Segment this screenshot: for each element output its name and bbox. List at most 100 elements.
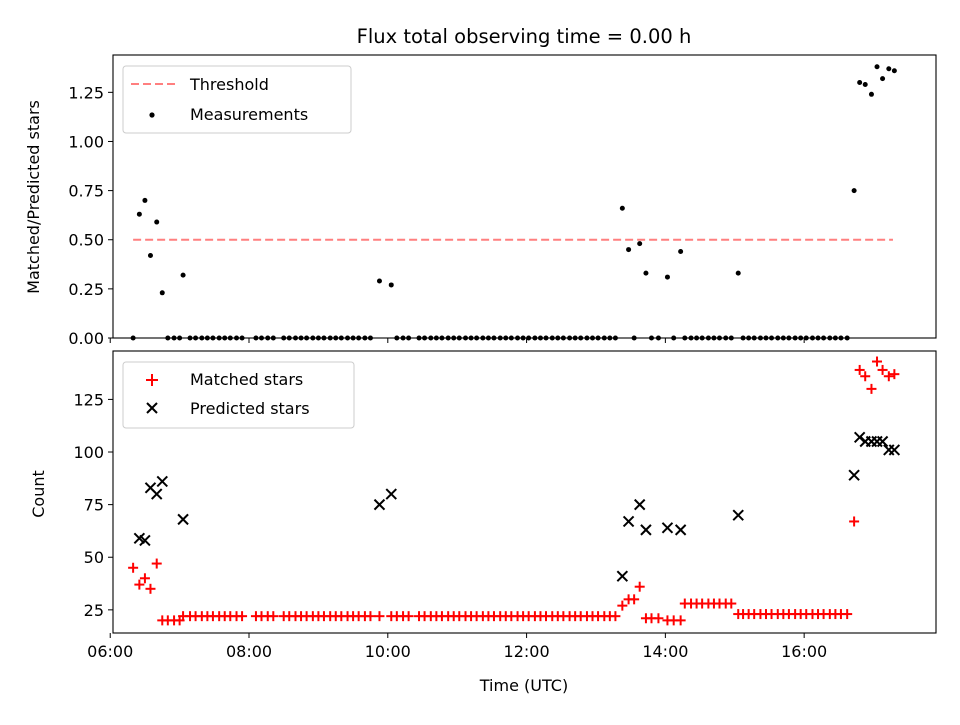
measurement-point — [862, 81, 868, 87]
predicted-stars-point — [633, 498, 646, 511]
matched-stars-point — [617, 600, 628, 611]
measurement-point — [637, 241, 643, 247]
measurement-point — [159, 290, 165, 296]
matched-stars-point — [889, 369, 900, 380]
matched-stars-point — [877, 364, 888, 375]
measurement-point — [643, 270, 649, 276]
measurement-point — [180, 272, 186, 278]
bottom-panel: 25 50 75 100 125 06:00 08:00 10:00 12:00 14:00 16… — [29, 350, 937, 695]
x-tick-label: 12:00 — [504, 642, 550, 661]
top-legend-box — [122, 65, 352, 134]
matched-stars-point — [866, 383, 877, 394]
top-y-axis-label: Matched/Predicted stars — [24, 100, 43, 294]
matched-stars-point — [134, 579, 145, 590]
y-tick-label: 125 — [73, 390, 104, 409]
measurement-point — [678, 249, 684, 255]
legend-matched-label: Matched stars — [190, 370, 303, 389]
legend-threshold-label: Threshold — [189, 75, 269, 94]
bottom-legend-box — [122, 361, 355, 429]
predicted-stars-point — [640, 524, 652, 536]
legend-predicted-swatch — [146, 402, 158, 414]
predicted-stars-point — [151, 488, 163, 500]
matched-stars-point — [268, 611, 279, 622]
matched-stars-point — [151, 558, 162, 569]
predicted-stars-point — [732, 509, 744, 521]
y-tick-label: 100 — [73, 443, 104, 462]
measurement-point — [136, 211, 142, 217]
x-tick-label: 14:00 — [642, 642, 688, 661]
bottom-legend: Matched stars Predicted stars — [122, 361, 355, 429]
top-legend: Threshold Measurements — [122, 65, 352, 134]
measurement-point — [851, 188, 857, 194]
legend-measurements-swatch — [149, 112, 155, 118]
y-tick-label: 0.25 — [68, 280, 104, 299]
bottom-y-axis: 25 50 75 100 125 — [73, 390, 113, 620]
y-tick-label: 50 — [84, 548, 104, 567]
matched-stars-point — [128, 562, 139, 573]
x-tick-label: 08:00 — [226, 642, 272, 661]
matched-stars-point — [653, 613, 664, 624]
matched-stars-point — [849, 516, 860, 527]
predicted-stars-point — [661, 522, 674, 534]
matched-stars-point — [374, 611, 385, 622]
predicted-stars-point — [876, 435, 889, 448]
predicted-stars-point — [177, 513, 189, 526]
predicted-stars-point — [156, 475, 168, 488]
bottom-x-axis: 06:00 08:00 10:00 12:00 14:00 16:00 — [87, 633, 827, 661]
y-tick-label: 25 — [84, 601, 104, 620]
matched-stars-point — [145, 583, 156, 594]
predicted-stars-point — [373, 498, 386, 511]
measurement-point — [891, 68, 897, 74]
bottom-plot-area — [128, 356, 901, 626]
y-tick-label: 1.00 — [68, 132, 104, 151]
measurement-point — [619, 205, 625, 211]
predicted-stars-point — [385, 488, 397, 500]
x-tick-label: 10:00 — [365, 642, 411, 661]
top-panel: 0.00 0.25 0.50 0.75 1.00 1.25 Matched/Predict… — [24, 54, 937, 348]
predicted-stars-point — [888, 444, 901, 456]
matched-stars-point — [842, 609, 853, 620]
measurement-point — [886, 66, 892, 72]
measurement-point — [147, 252, 153, 258]
matched-stars-point — [675, 615, 686, 626]
measurement-point — [874, 64, 880, 70]
x-axis-label: Time (UTC) — [479, 676, 568, 695]
bottom-axes-frame — [112, 350, 937, 634]
y-tick-label: 1.25 — [68, 83, 104, 102]
matched-stars-point — [883, 371, 894, 382]
matched-stars-point — [237, 611, 248, 622]
matched-stars-point — [629, 594, 640, 605]
y-tick-label: 0.75 — [68, 182, 104, 201]
predicted-stars-point — [674, 524, 687, 536]
matched-stars-point — [365, 611, 376, 622]
measurement-point — [142, 197, 148, 203]
measurement-point — [857, 80, 863, 86]
x-tick-label: 06:00 — [87, 642, 133, 661]
chart-title: Flux total observing time = 0.00 h — [357, 25, 692, 48]
y-tick-label: 75 — [84, 496, 104, 515]
measurement-point — [880, 76, 886, 82]
top-axes-frame — [112, 54, 937, 339]
predicted-stars-point — [139, 534, 151, 547]
matched-stars-point — [610, 611, 621, 622]
y-tick-label: 0.00 — [68, 329, 104, 348]
bottom-y-axis-label: Count — [29, 470, 48, 518]
top-x-ticks — [109, 338, 805, 343]
matched-stars-point — [854, 364, 865, 375]
measurement-point — [868, 91, 874, 97]
top-plot-area — [130, 64, 897, 341]
x-tick-label: 16:00 — [781, 642, 827, 661]
matched-stars-point — [139, 573, 150, 584]
legend-measurements-label: Measurements — [190, 105, 308, 124]
matched-stars-point — [872, 356, 883, 367]
measurement-point — [388, 282, 394, 288]
measurement-point — [626, 247, 632, 253]
predicted-stars-point — [616, 570, 629, 582]
y-tick-label: 0.50 — [68, 231, 104, 250]
legend-matched-swatch — [146, 374, 158, 386]
measurement-point — [154, 219, 160, 225]
matched-stars-point — [634, 581, 645, 592]
predicted-stars-point — [622, 515, 635, 528]
legend-predicted-label: Predicted stars — [190, 399, 310, 418]
